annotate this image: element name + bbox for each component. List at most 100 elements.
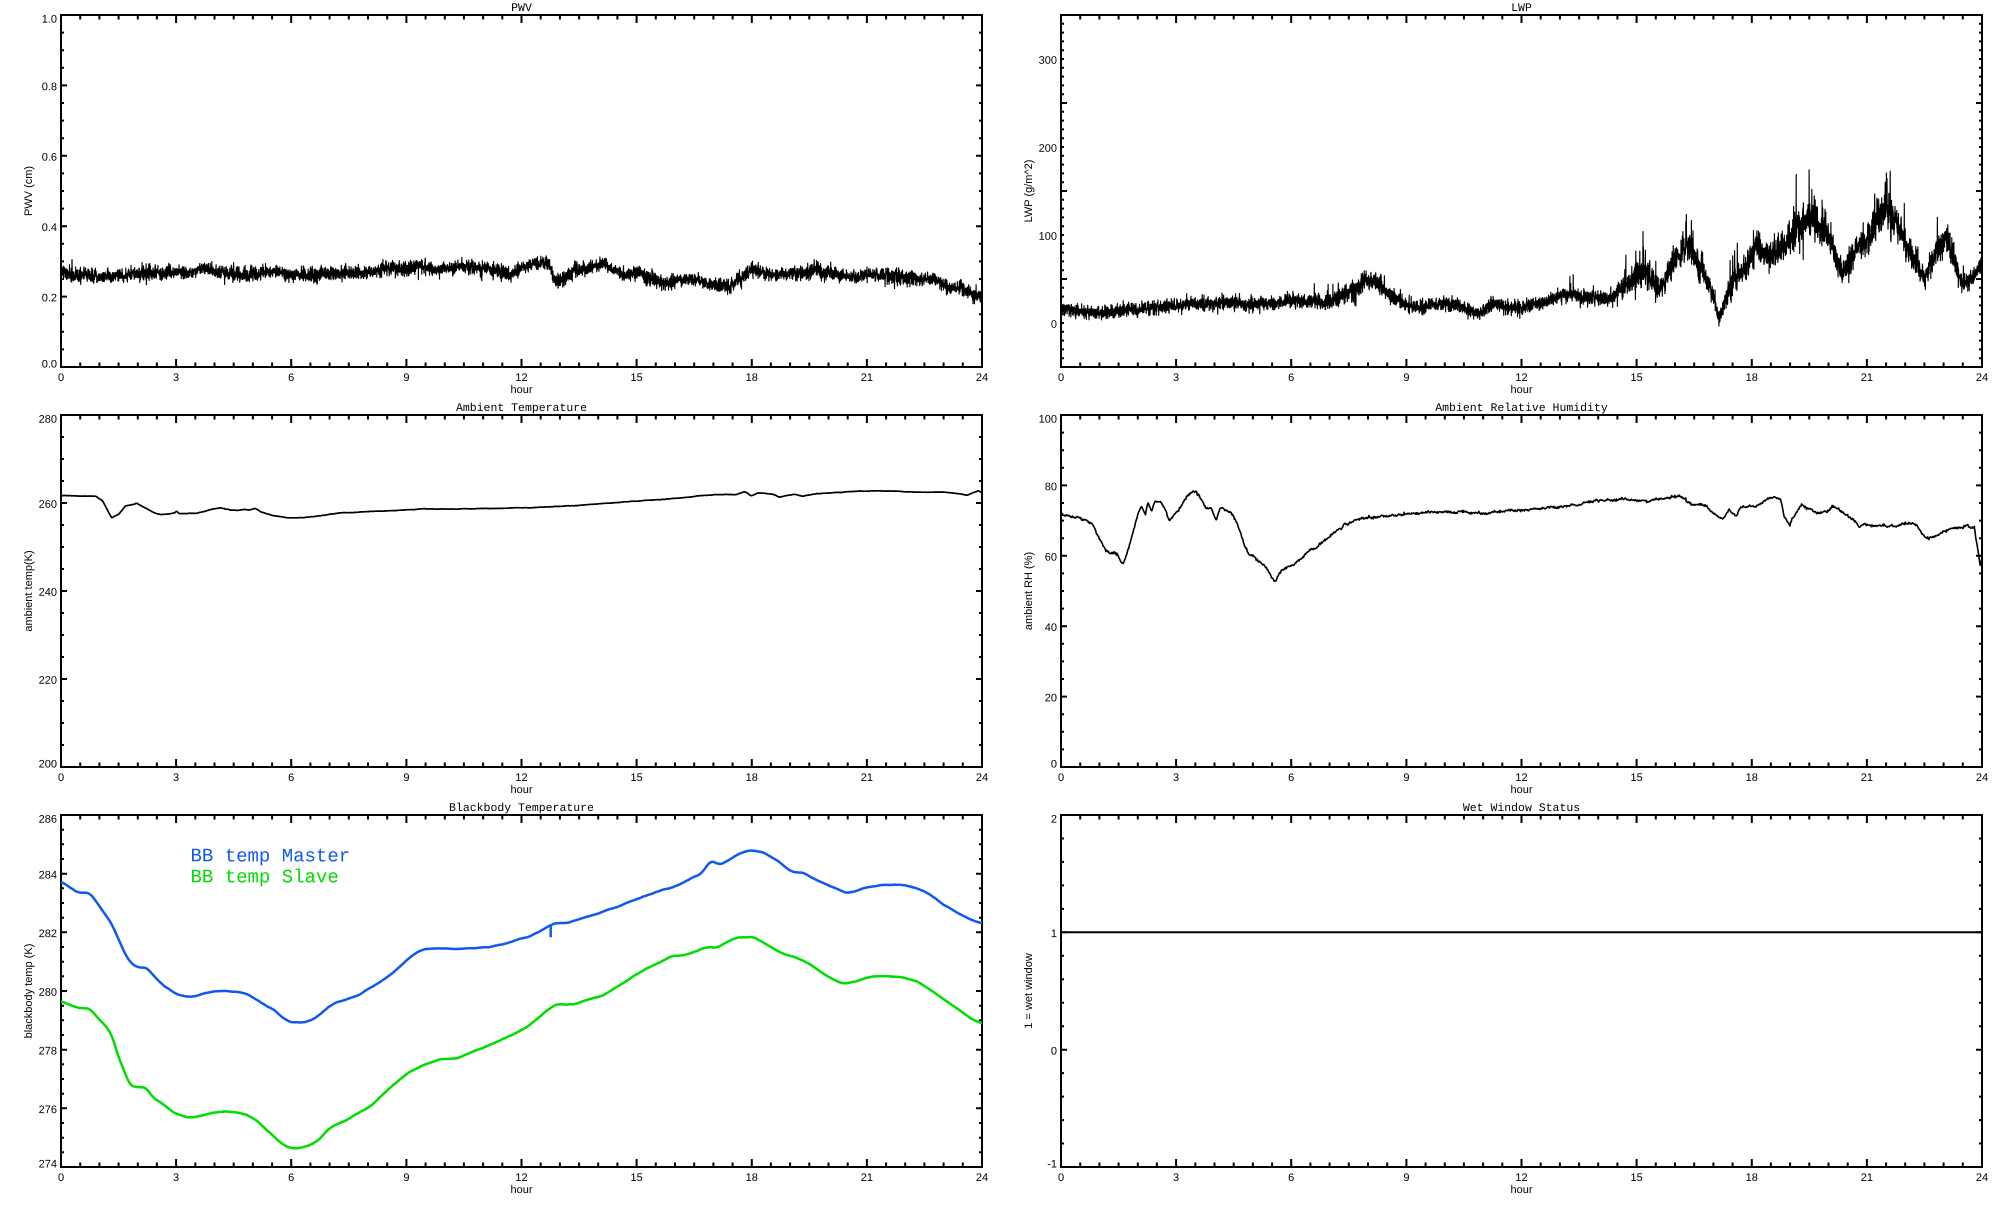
svg-text:15: 15 <box>1630 1172 1642 1184</box>
svg-text:3: 3 <box>173 372 179 384</box>
svg-text:20: 20 <box>1045 692 1057 704</box>
svg-text:0: 0 <box>1058 1172 1064 1184</box>
svg-text:Ambient Temperature: Ambient Temperature <box>456 402 587 415</box>
svg-text:12: 12 <box>1515 372 1527 384</box>
svg-text:24: 24 <box>976 1172 988 1184</box>
svg-text:24: 24 <box>976 772 988 784</box>
svg-text:hour: hour <box>510 384 532 396</box>
svg-text:200: 200 <box>1039 143 1057 155</box>
svg-text:21: 21 <box>1861 372 1873 384</box>
svg-text:BB temp Slave: BB temp Slave <box>190 866 338 888</box>
svg-text:40: 40 <box>1045 622 1057 634</box>
svg-text:286: 286 <box>39 814 57 826</box>
svg-text:Blackbody Temperature: Blackbody Temperature <box>449 802 594 815</box>
svg-text:hour: hour <box>1510 784 1532 796</box>
svg-text:ambient temp(K): ambient temp(K) <box>23 550 35 631</box>
svg-text:6: 6 <box>1288 372 1294 384</box>
svg-text:100: 100 <box>1039 414 1057 426</box>
svg-text:240: 240 <box>39 587 57 599</box>
svg-text:1 = wet window: 1 = wet window <box>1023 953 1035 1029</box>
svg-text:274: 274 <box>39 1158 57 1170</box>
svg-text:Wet Window Status: Wet Window Status <box>1463 802 1580 815</box>
svg-text:PWV: PWV <box>511 2 532 15</box>
svg-text:15: 15 <box>1630 372 1642 384</box>
svg-text:21: 21 <box>1861 772 1873 784</box>
svg-text:15: 15 <box>1630 772 1642 784</box>
svg-text:0.4: 0.4 <box>42 222 57 234</box>
svg-text:2: 2 <box>1051 814 1057 826</box>
svg-text:6: 6 <box>1288 772 1294 784</box>
svg-text:18: 18 <box>1746 1172 1758 1184</box>
svg-text:18: 18 <box>746 772 758 784</box>
svg-text:hour: hour <box>510 1184 532 1196</box>
svg-text:0: 0 <box>1058 372 1064 384</box>
svg-text:0: 0 <box>1058 772 1064 784</box>
svg-text:0.2: 0.2 <box>42 292 57 304</box>
svg-text:21: 21 <box>1861 1172 1873 1184</box>
svg-text:0: 0 <box>1051 1045 1057 1057</box>
svg-text:280: 280 <box>39 414 57 426</box>
svg-text:12: 12 <box>515 772 527 784</box>
svg-text:9: 9 <box>403 1172 409 1184</box>
svg-text:18: 18 <box>746 372 758 384</box>
svg-text:BB temp Master: BB temp Master <box>190 845 350 867</box>
svg-text:hour: hour <box>1510 1184 1532 1196</box>
svg-text:12: 12 <box>515 1172 527 1184</box>
svg-text:3: 3 <box>1173 772 1179 784</box>
svg-text:24: 24 <box>976 372 988 384</box>
svg-text:0: 0 <box>58 1172 64 1184</box>
svg-text:3: 3 <box>173 772 179 784</box>
svg-text:0: 0 <box>58 372 64 384</box>
svg-text:blackbody temp (K): blackbody temp (K) <box>23 944 35 1039</box>
svg-text:PWV (cm): PWV (cm) <box>23 166 35 216</box>
svg-text:12: 12 <box>515 372 527 384</box>
svg-text:LWP (g/m^2): LWP (g/m^2) <box>1023 160 1035 223</box>
svg-text:9: 9 <box>1403 372 1409 384</box>
svg-text:100: 100 <box>1039 231 1057 243</box>
svg-text:LWP: LWP <box>1511 2 1532 15</box>
svg-text:0: 0 <box>1051 319 1057 331</box>
svg-text:21: 21 <box>861 772 873 784</box>
svg-text:12: 12 <box>1515 1172 1527 1184</box>
svg-text:18: 18 <box>1746 372 1758 384</box>
svg-text:0: 0 <box>58 772 64 784</box>
svg-text:3: 3 <box>1173 1172 1179 1184</box>
svg-text:282: 282 <box>39 928 57 940</box>
svg-text:0.6: 0.6 <box>42 152 57 164</box>
svg-text:21: 21 <box>861 1172 873 1184</box>
svg-text:9: 9 <box>1403 772 1409 784</box>
svg-text:hour: hour <box>1510 384 1532 396</box>
svg-text:276: 276 <box>39 1104 57 1116</box>
svg-text:Ambient Relative Humidity: Ambient Relative Humidity <box>1435 402 1608 415</box>
svg-text:24: 24 <box>1976 1172 1988 1184</box>
svg-text:24: 24 <box>1976 372 1988 384</box>
svg-text:0: 0 <box>1051 758 1057 770</box>
svg-text:284: 284 <box>39 869 57 881</box>
svg-text:12: 12 <box>1515 772 1527 784</box>
svg-text:6: 6 <box>1288 1172 1294 1184</box>
svg-text:6: 6 <box>288 772 294 784</box>
svg-text:80: 80 <box>1045 481 1057 493</box>
svg-text:220: 220 <box>39 675 57 687</box>
svg-text:60: 60 <box>1045 552 1057 564</box>
svg-text:9: 9 <box>1403 1172 1409 1184</box>
svg-text:15: 15 <box>630 1172 642 1184</box>
svg-text:3: 3 <box>173 1172 179 1184</box>
svg-text:6: 6 <box>288 372 294 384</box>
svg-text:1.0: 1.0 <box>42 14 57 26</box>
svg-text:6: 6 <box>288 1172 294 1184</box>
svg-text:280: 280 <box>39 987 57 999</box>
svg-text:15: 15 <box>630 772 642 784</box>
svg-text:18: 18 <box>746 1172 758 1184</box>
svg-text:260: 260 <box>39 499 57 511</box>
svg-text:ambient RH (%): ambient RH (%) <box>1023 552 1035 630</box>
svg-text:3: 3 <box>1173 372 1179 384</box>
svg-text:hour: hour <box>510 784 532 796</box>
svg-text:200: 200 <box>39 758 57 770</box>
svg-text:278: 278 <box>39 1045 57 1057</box>
svg-text:9: 9 <box>403 372 409 384</box>
svg-text:15: 15 <box>630 372 642 384</box>
svg-text:1: 1 <box>1051 928 1057 940</box>
svg-text:24: 24 <box>1976 772 1988 784</box>
svg-text:300: 300 <box>1039 55 1057 67</box>
